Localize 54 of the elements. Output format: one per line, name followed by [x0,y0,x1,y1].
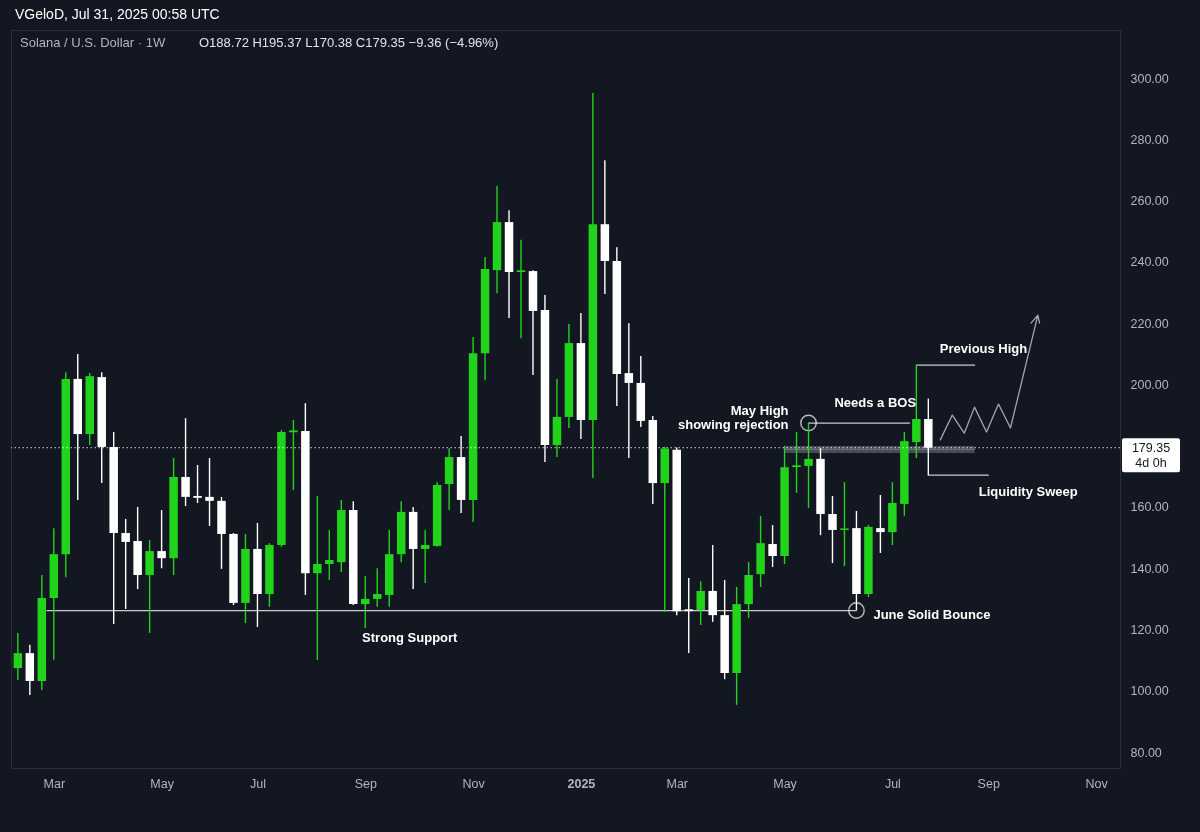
candlestick [121,518,130,610]
annotation: May High showing rejection [678,403,789,433]
line-series [939,314,1041,441]
candlestick [420,529,430,584]
candlestick [840,481,849,567]
y-tick-label: 260.00 [1130,194,1169,209]
candlestick [205,457,214,527]
x-tick-label: 2025 [567,776,596,791]
annotation: Strong Support [362,629,459,645]
y-tick-label: 160.00 [1130,500,1169,515]
candlestick [516,239,526,339]
text: VGeloD, Jul 31, 2025 00:58 UTC [15,6,220,22]
candlestick [157,509,166,569]
y-tick-label: 140.00 [1130,561,1169,576]
x-tick-label: Jul [249,776,266,791]
chart-subtitle: O188.72 H195.37 L170.38 C179.35 −9.36 (−4.96%) [199,35,499,50]
y-tick-label: 80.00 [1130,745,1162,760]
y-tick-label: 280.00 [1130,132,1169,147]
candlestick [13,632,23,681]
candlestick [313,495,322,661]
annotation: Needs a BOS [834,395,917,411]
y-tick-label: 200.00 [1130,377,1169,392]
x-tick-label: May [773,776,798,791]
candlestick [792,431,801,494]
x-tick-label: Nov [462,776,486,791]
x-tick-label: Sep [354,776,377,791]
annotation: Previous High [939,341,1028,357]
candlestick [145,539,154,634]
y-tick-label: 300.00 [1130,71,1169,86]
candlestick [696,580,705,626]
candlestick [361,575,370,629]
y-tick-label: 220.00 [1130,316,1169,331]
candlestick [768,524,777,568]
candlestick [372,567,382,608]
candlestick [325,529,334,581]
chart-title: Solana / U.S. Dollar · 1W [20,35,166,50]
y-tick-label: 100.00 [1130,684,1169,699]
candlestick [828,495,837,564]
x-tick-label: May [150,776,175,791]
y-tick-label: 120.00 [1130,623,1169,638]
x-tick-label: Nov [1085,776,1109,791]
x-tick-label: Sep [977,776,1000,791]
candlestick [193,464,202,504]
x-tick-label: Mar [43,776,66,791]
candlestick [804,422,813,509]
annotation: June Solid Bounce [873,606,991,622]
annotation: Liquidity Sweep [978,484,1078,500]
y-tick-label: 240.00 [1130,255,1169,270]
candlestick [684,577,693,654]
x-tick-label: Mar [666,776,689,791]
candlestick [876,494,885,554]
x-tick-label: Jul [884,776,901,791]
candlestick [289,419,298,491]
ref-line-label: 179.35 4d 0h [1131,440,1171,470]
